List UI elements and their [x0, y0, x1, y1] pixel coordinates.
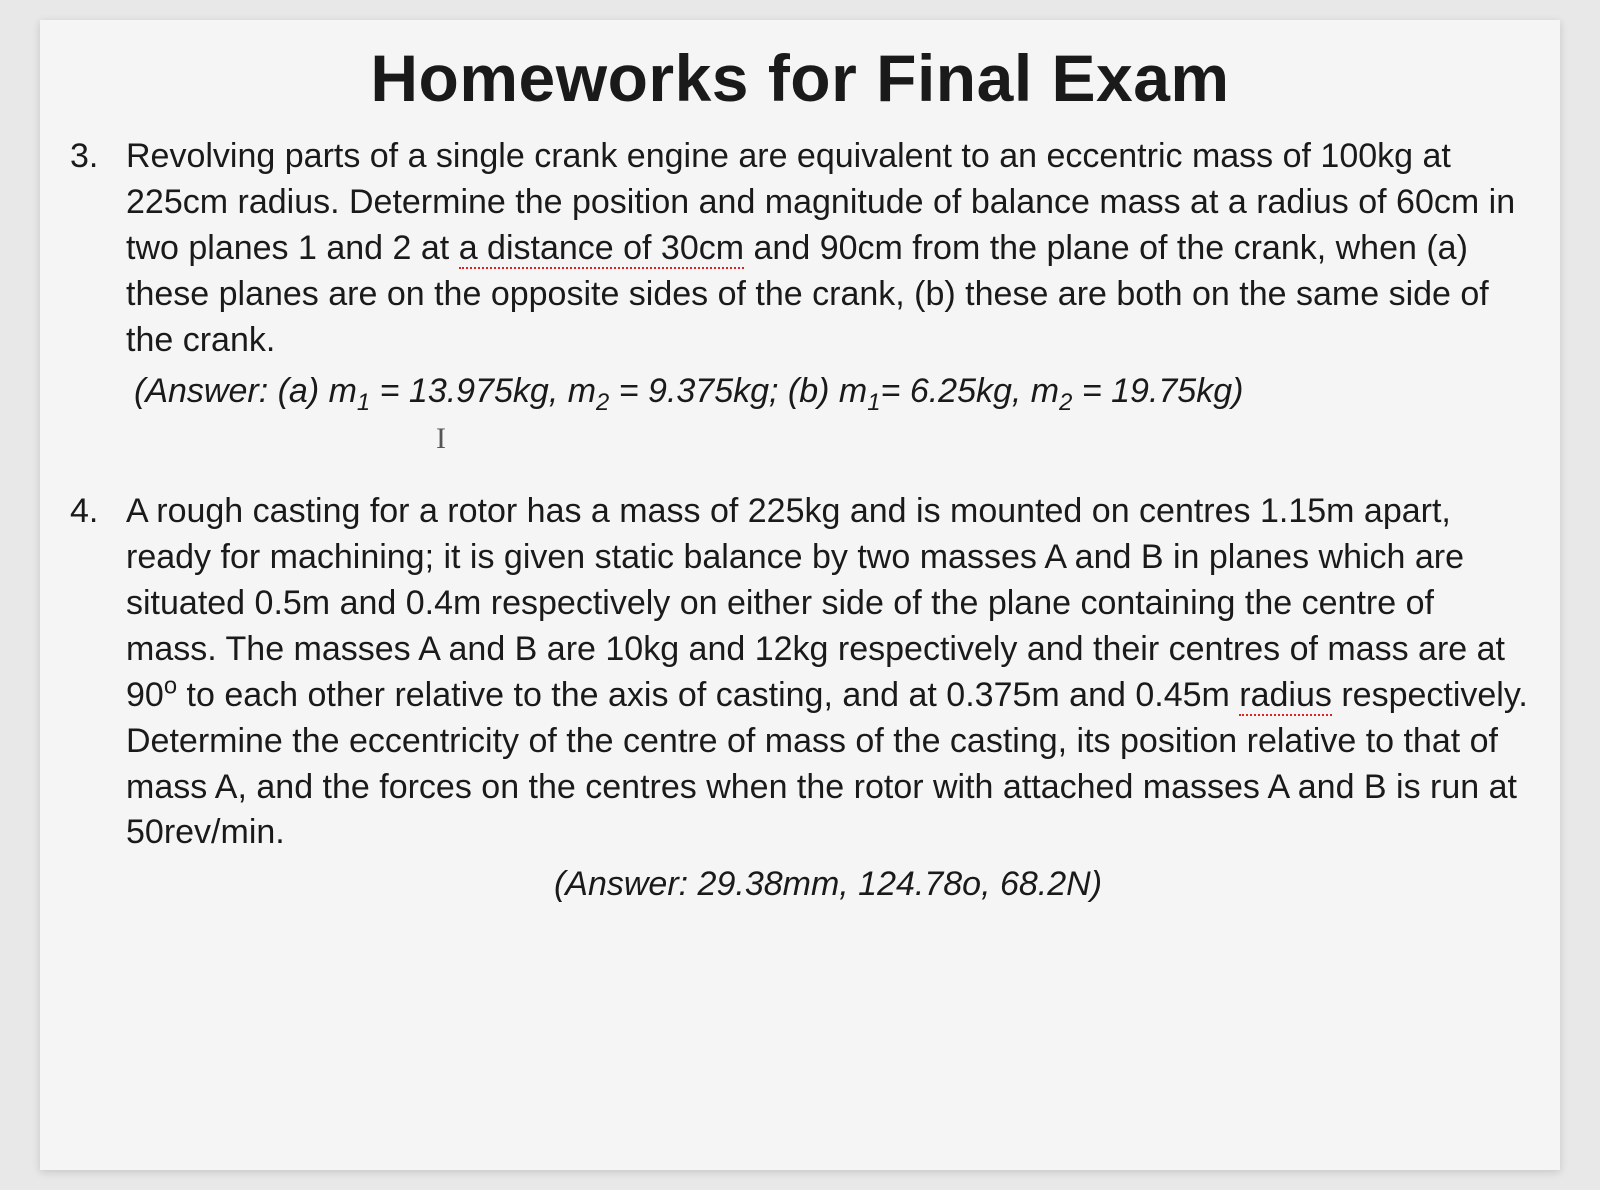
subscript: 1	[867, 389, 880, 416]
text-part: respectively.	[1332, 676, 1528, 714]
document-page: Homeworks for Final Exam Revolving parts…	[40, 20, 1560, 1170]
superscript: o	[164, 672, 177, 699]
page-title: Homeworks for Final Exam	[70, 40, 1530, 116]
answer-part: = 6.25kg, m	[881, 372, 1060, 410]
subscript: 2	[596, 389, 609, 416]
problem-body: A rough casting for a rotor has a mass o…	[126, 489, 1530, 856]
text-dotted: a distance of 30cm	[459, 229, 744, 269]
answer-part: = 13.975kg, m	[370, 372, 596, 410]
text-part: to each other relative to the axis of ca…	[177, 676, 1239, 714]
answer-part: (Answer: (a) m	[134, 372, 357, 410]
problem-answer: (Answer: (a) m1 = 13.975kg, m2 = 9.375kg…	[134, 369, 1530, 415]
problem-body: Revolving parts of a single crank engine…	[126, 134, 1530, 363]
subscript: 2	[1059, 389, 1072, 416]
answer-part: = 9.375kg; (b) m	[609, 372, 867, 410]
problem-4: A rough casting for a rotor has a mass o…	[70, 489, 1530, 908]
text-part: Determine the eccentricity of the centre…	[126, 719, 1530, 857]
text-cursor-icon: I	[436, 419, 446, 460]
problem-3: Revolving parts of a single crank engine…	[70, 134, 1530, 461]
problem-list: Revolving parts of a single crank engine…	[70, 134, 1530, 908]
subscript: 1	[357, 389, 370, 416]
text-dotted: radius	[1239, 676, 1332, 716]
answer-part: = 19.75kg)	[1072, 372, 1243, 410]
problem-answer: (Answer: 29.38mm, 124.78o, 68.2N)	[126, 862, 1530, 908]
